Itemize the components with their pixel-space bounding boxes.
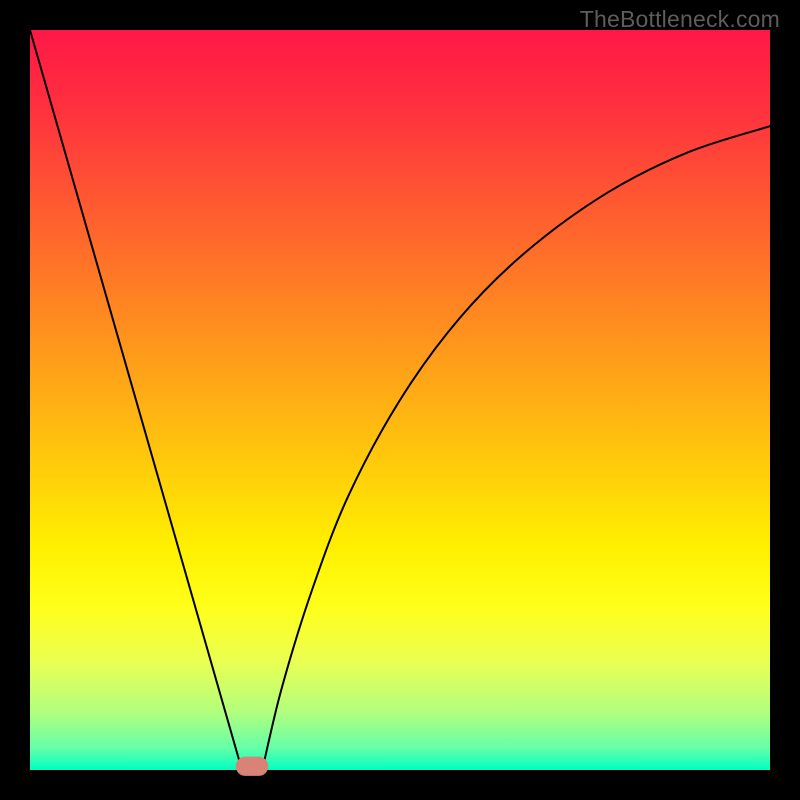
bottleneck-marker (236, 757, 269, 776)
bottleneck-chart (0, 0, 800, 800)
figure-frame: TheBottleneck.com (0, 0, 800, 800)
